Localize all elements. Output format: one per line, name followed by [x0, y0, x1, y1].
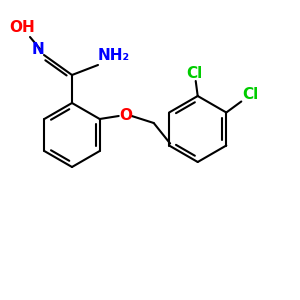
Text: Cl: Cl	[187, 67, 203, 82]
Text: Cl: Cl	[242, 87, 258, 102]
Text: O: O	[119, 107, 132, 122]
Text: N: N	[32, 43, 44, 58]
Text: NH₂: NH₂	[98, 49, 130, 64]
Text: OH: OH	[9, 20, 35, 34]
